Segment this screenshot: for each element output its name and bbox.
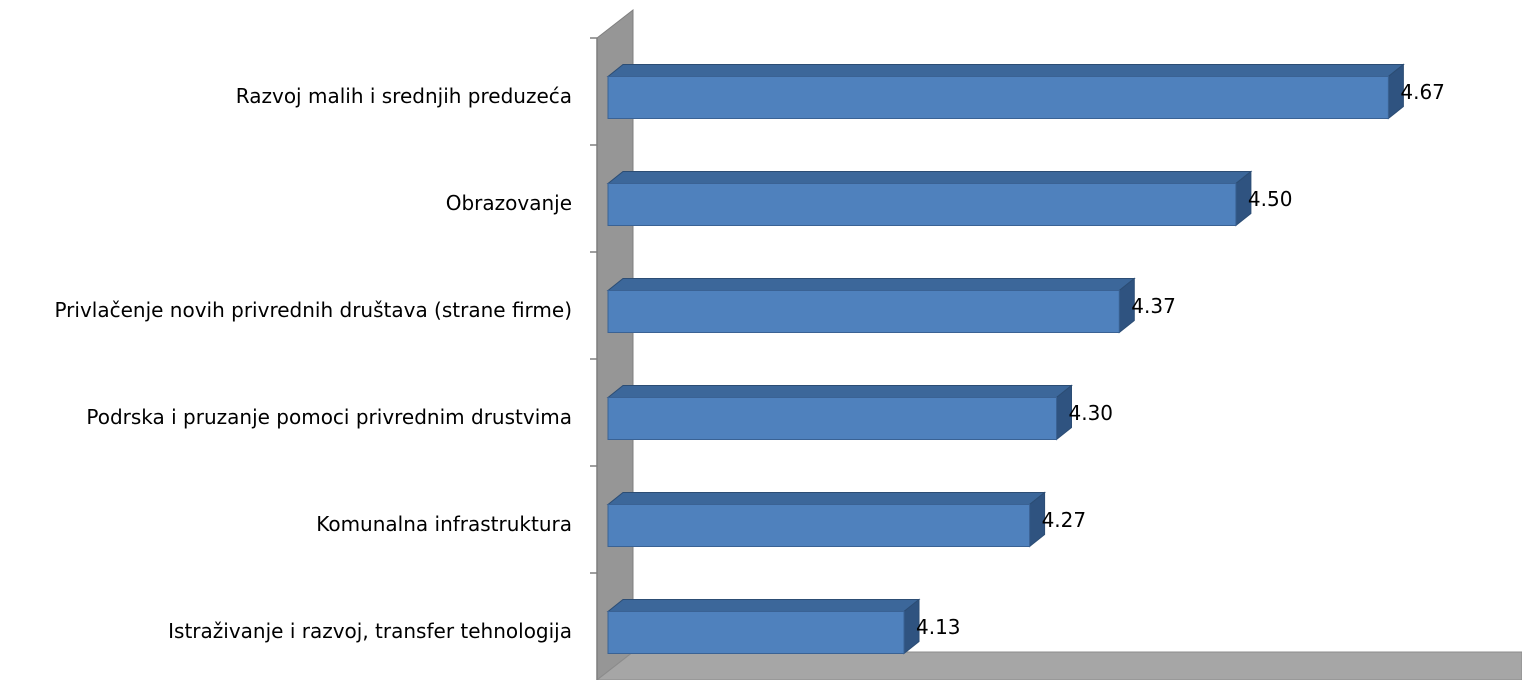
bar — [607, 611, 905, 654]
y-tick-label: Razvoj malih i srednjih preduzeća — [236, 84, 572, 108]
y-tick-label: Privlačenje novih privrednih društava (s… — [54, 298, 572, 322]
bar — [607, 290, 1120, 333]
bar — [607, 397, 1057, 440]
bar-top — [606, 492, 1047, 505]
bar-top — [606, 278, 1136, 291]
data-label: 4.37 — [1131, 294, 1176, 318]
data-label: 4.13 — [916, 615, 961, 639]
y-tick-label: Istraživanje i razvoj, transfer tehnolog… — [168, 619, 572, 643]
y-tick-label: Komunalna infrastruktura — [316, 512, 572, 536]
data-label: 4.67 — [1400, 80, 1445, 104]
bar-top — [606, 599, 921, 612]
bar-top — [606, 385, 1073, 398]
bar-top — [606, 64, 1405, 77]
bar — [607, 76, 1389, 119]
bar — [607, 183, 1237, 226]
y-tick-label: Obrazovanje — [446, 191, 572, 215]
data-label: 4.50 — [1248, 187, 1293, 211]
data-label: 4.27 — [1042, 508, 1087, 532]
bar — [607, 504, 1031, 547]
floor — [596, 651, 1522, 680]
data-label: 4.30 — [1069, 401, 1114, 425]
bar-top — [606, 171, 1253, 184]
y-tick-label: Podrska i pruzanje pomoci privrednim dru… — [86, 405, 572, 429]
